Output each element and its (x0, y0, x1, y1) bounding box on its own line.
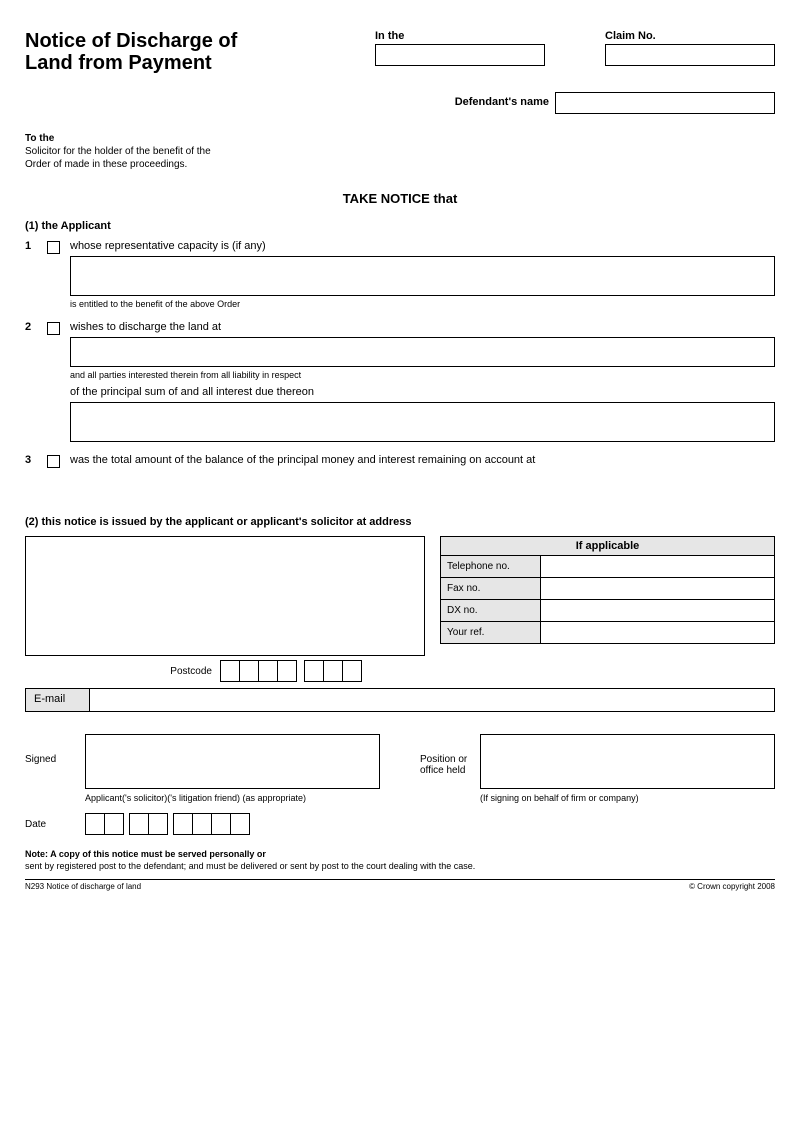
item1-input[interactable] (70, 256, 775, 296)
postcode-cells[interactable] (220, 660, 361, 682)
tel-label: Telephone no. (441, 556, 541, 578)
section1-heading: (1) the Applicant (25, 220, 775, 232)
position-input[interactable] (480, 734, 775, 789)
checkbox-1[interactable] (47, 241, 60, 254)
dx-label: DX no. (441, 600, 541, 622)
title-line1: Notice of Discharge of (25, 30, 375, 52)
fax-label: Fax no. (441, 578, 541, 600)
subtitle-line1: Solicitor for the holder of the benefit … (25, 146, 211, 157)
section2-heading: (2) this notice is issued by the applica… (25, 516, 775, 528)
subtitle-line2: Order of made in these proceedings. (25, 159, 187, 170)
item1-hint: is entitled to the benefit of the above … (70, 299, 775, 309)
claim-no-input[interactable] (605, 44, 775, 66)
signed-label: Signed (25, 734, 85, 789)
item2-label: wishes to discharge the land at (70, 321, 775, 333)
footer-note1: Note: A copy of this notice must be serv… (25, 849, 775, 859)
item2-input[interactable] (70, 337, 775, 367)
position-hint: (If signing on behalf of firm or company… (480, 793, 740, 803)
address-input[interactable] (25, 536, 425, 656)
signed-hint: Applicant('s solicitor)('s litigation fr… (85, 793, 345, 803)
defendant-name-input[interactable] (555, 92, 775, 114)
fax-input[interactable] (541, 578, 775, 600)
signed-input[interactable] (85, 734, 380, 789)
item1-label: whose representative capacity is (if any… (70, 240, 775, 252)
item-number-3: 3 (25, 454, 47, 470)
item-number-1: 1 (25, 240, 47, 309)
position-label: Position or office held (420, 734, 480, 789)
ref-label: Your ref. (441, 622, 541, 644)
postcode-label: Postcode (25, 666, 220, 677)
email-input[interactable] (90, 688, 775, 712)
ref-input[interactable] (541, 622, 775, 644)
item2b-input[interactable] (70, 402, 775, 442)
dx-input[interactable] (541, 600, 775, 622)
item2-hint: and all parties interested therein from … (70, 370, 775, 380)
label-in-the: In the (375, 30, 545, 42)
date-cells[interactable] (85, 813, 249, 835)
date-label: Date (25, 819, 85, 830)
item-number-2: 2 (25, 321, 47, 442)
subtitle-to: To the (25, 133, 54, 144)
title-line2: Land from Payment (25, 52, 375, 74)
form-ref: N293 Notice of discharge of land (25, 882, 141, 891)
take-notice-heading: TAKE NOTICE that (25, 191, 775, 206)
item3-label: was the total amount of the balance of t… (70, 454, 775, 466)
court-name-input[interactable] (375, 44, 545, 66)
contact-table: If applicable Telephone no. Fax no. DX n… (440, 536, 775, 644)
contact-header: If applicable (441, 537, 775, 556)
footer-note2: sent by registered post to the defendant… (25, 861, 775, 871)
copyright: © Crown copyright 2008 (689, 882, 775, 891)
label-defendant: Defendant's name (455, 92, 549, 112)
checkbox-2[interactable] (47, 322, 60, 335)
item2b-label: of the principal sum of and all interest… (70, 386, 775, 398)
checkbox-3[interactable] (47, 455, 60, 468)
email-label: E-mail (25, 688, 90, 712)
tel-input[interactable] (541, 556, 775, 578)
label-claim-no: Claim No. (605, 30, 775, 42)
